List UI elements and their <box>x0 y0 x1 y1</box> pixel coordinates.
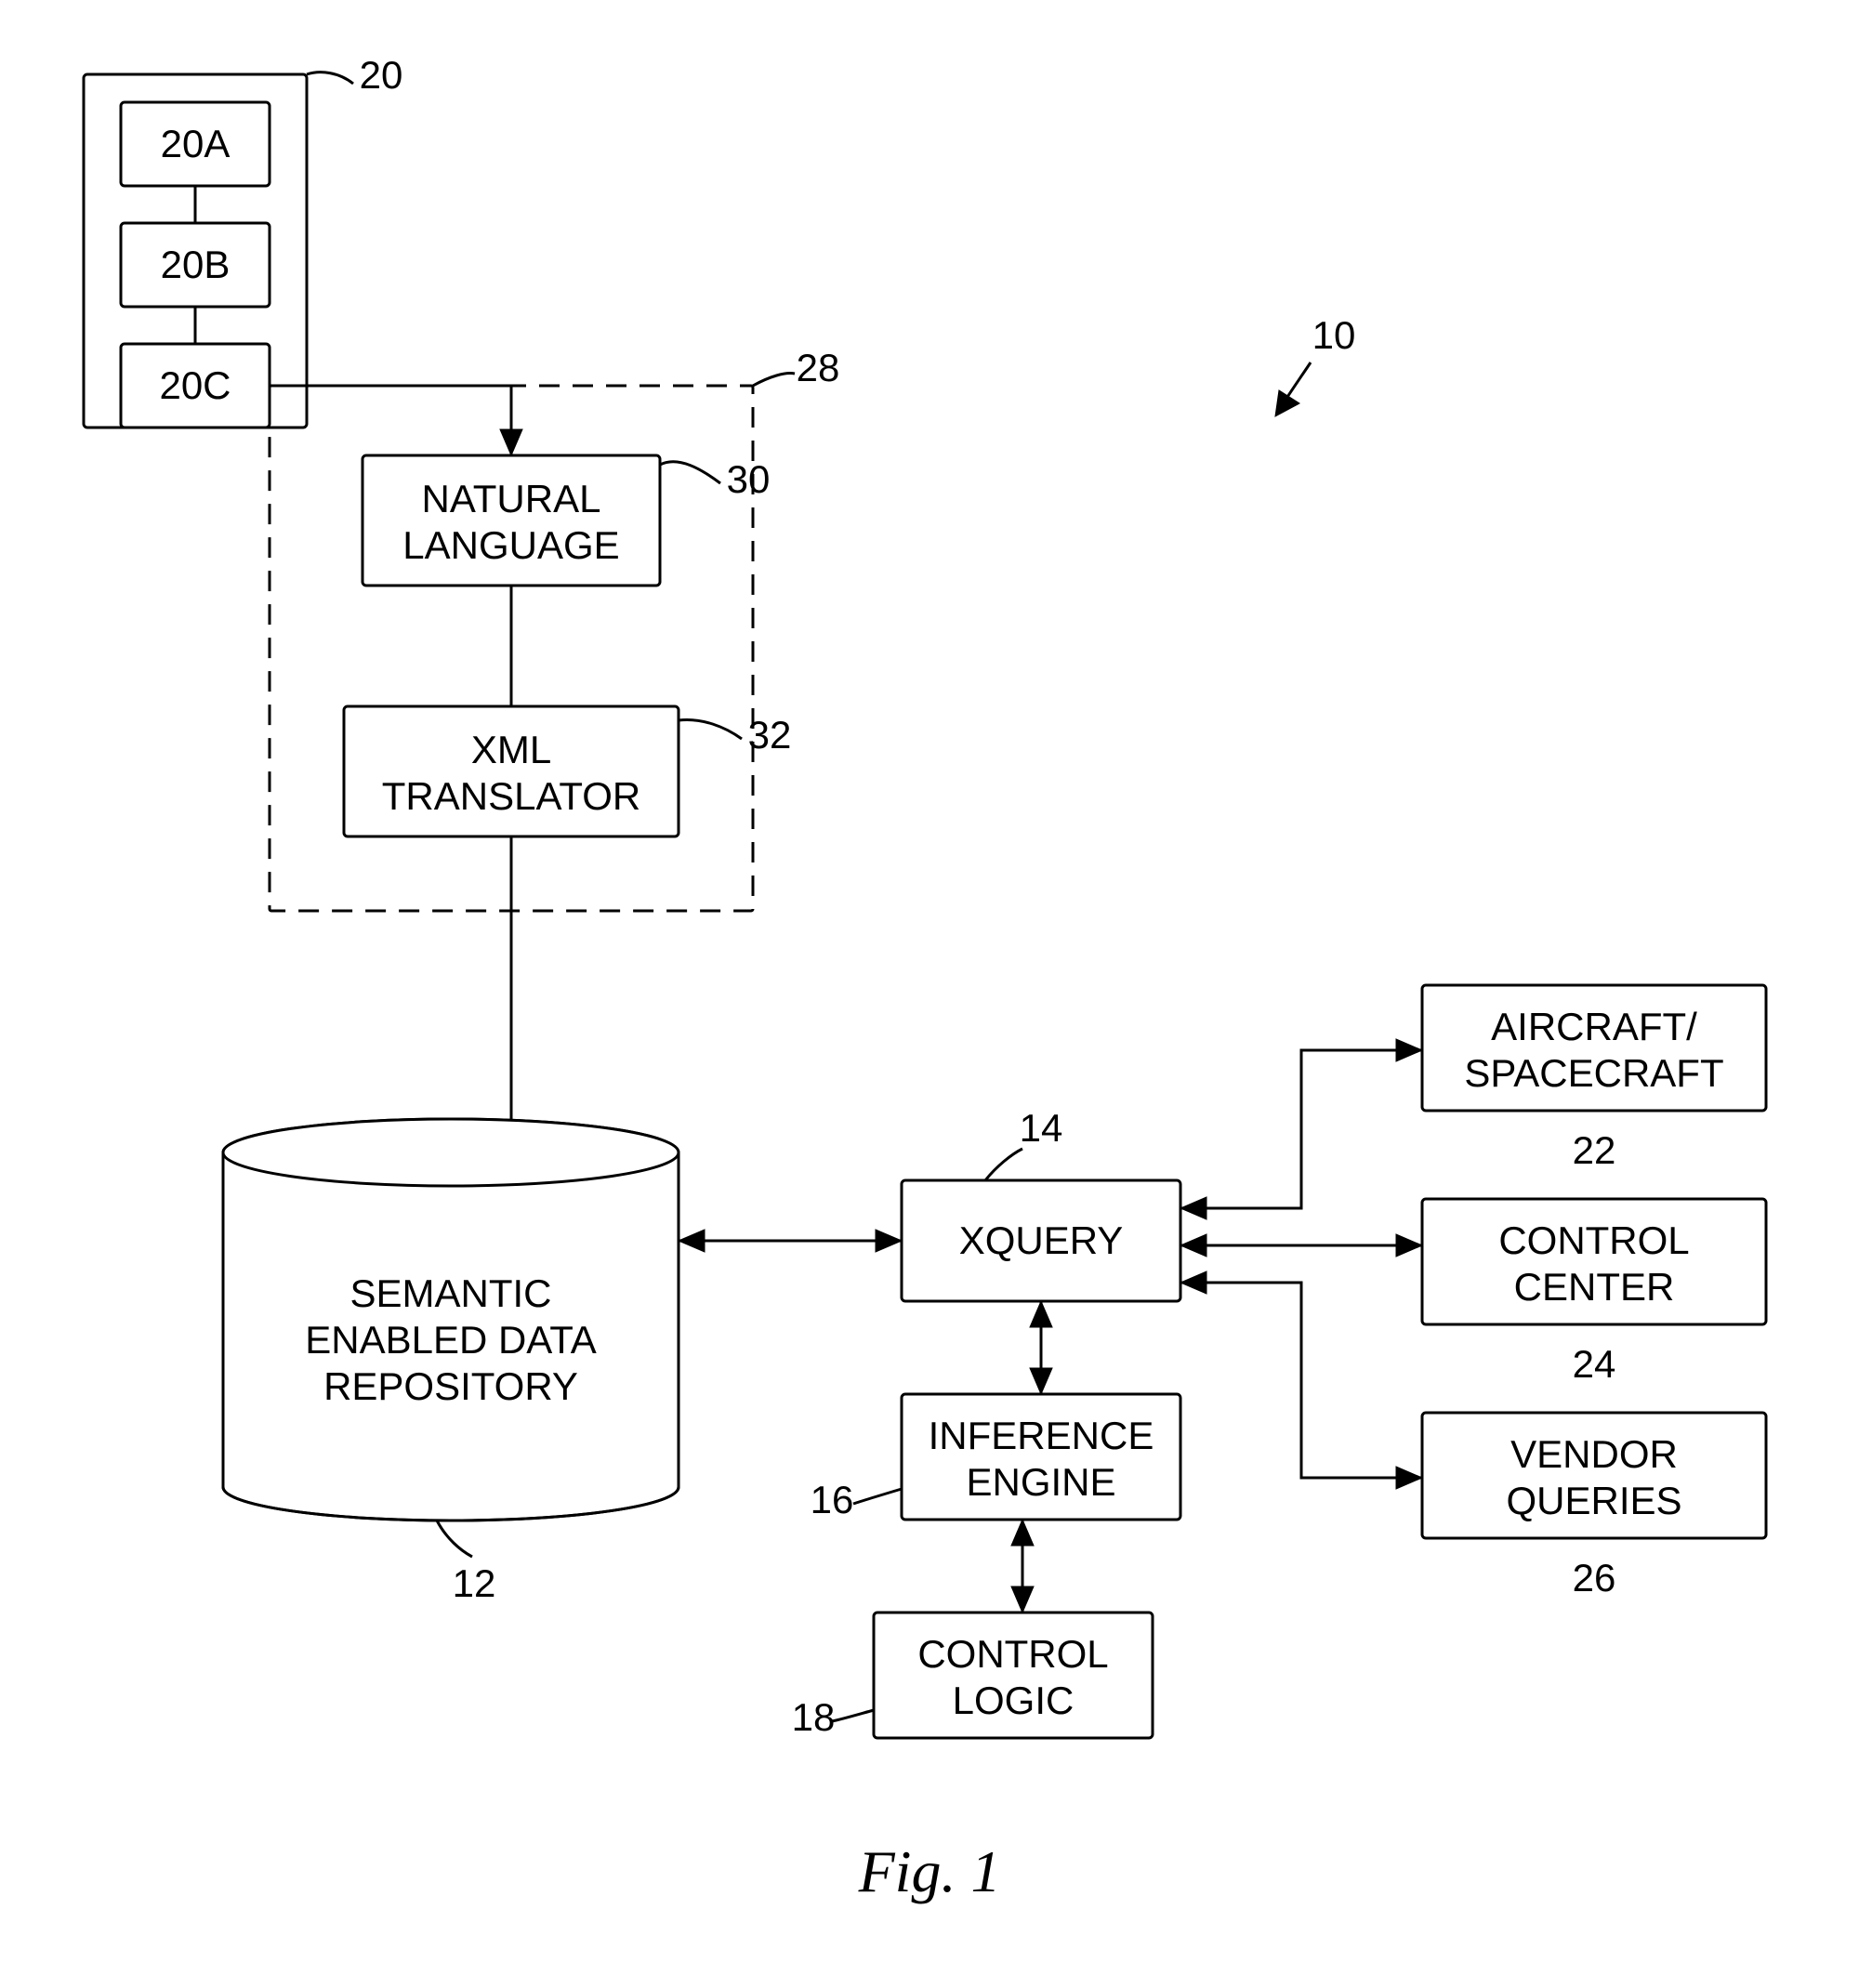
refnum-14: 14 <box>1020 1106 1063 1150</box>
leader-28 <box>753 374 795 386</box>
arrow-10 <box>1275 390 1299 416</box>
refnum-10: 10 <box>1312 313 1356 357</box>
label-db-line2: ENABLED DATA <box>305 1318 597 1362</box>
refnum-24: 24 <box>1573 1342 1616 1386</box>
refnum-16: 16 <box>811 1478 854 1521</box>
diagram-svg: 20A 20B 20C 20 28 NATURAL LANGUAGE 30 XM… <box>0 0 1859 1988</box>
label-22-line2: SPACECRAFT <box>1464 1051 1723 1095</box>
label-db-line3: REPOSITORY <box>323 1364 578 1408</box>
leader-14 <box>985 1149 1022 1180</box>
leader-18 <box>832 1710 874 1721</box>
leader-16 <box>853 1489 902 1504</box>
figure-caption: Fig. 1 <box>858 1838 1001 1904</box>
leader-32 <box>679 719 742 739</box>
refnum-32: 32 <box>748 713 792 757</box>
refnum-30: 30 <box>727 457 771 501</box>
label-db-line1: SEMANTIC <box>349 1271 551 1315</box>
label-30-line2: LANGUAGE <box>402 523 619 567</box>
label-18-line1: CONTROL <box>917 1632 1108 1676</box>
refnum-22: 22 <box>1573 1128 1616 1172</box>
refnum-20: 20 <box>360 53 403 97</box>
label-18-line2: LOGIC <box>953 1679 1075 1722</box>
leader-30 <box>660 462 720 483</box>
refnum-18: 18 <box>792 1695 836 1739</box>
label-20b: 20B <box>161 243 231 286</box>
arrow-20c-30 <box>500 429 522 455</box>
label-22-line1: AIRCRAFT/ <box>1491 1005 1697 1048</box>
edge-14-22 <box>1180 1050 1422 1208</box>
label-16-line2: ENGINE <box>966 1460 1115 1504</box>
label-26-line1: VENDOR <box>1510 1432 1678 1476</box>
label-26-line2: QUERIES <box>1506 1479 1681 1522</box>
label-20c: 20C <box>159 363 231 407</box>
label-16-line1: INFERENCE <box>929 1414 1154 1457</box>
label-20a: 20A <box>161 122 231 165</box>
edge-14-26 <box>1180 1283 1422 1478</box>
refnum-12: 12 <box>453 1561 496 1605</box>
refnum-26: 26 <box>1573 1556 1616 1600</box>
label-24-line2: CENTER <box>1514 1265 1675 1309</box>
label-32-line1: XML <box>471 728 551 771</box>
leader-20 <box>307 72 353 84</box>
label-30-line1: NATURAL <box>422 477 601 520</box>
label-24-line1: CONTROL <box>1498 1218 1689 1262</box>
label-32-line2: TRANSLATOR <box>382 774 641 818</box>
leader-12 <box>437 1521 472 1557</box>
label-14: XQUERY <box>959 1218 1124 1262</box>
refnum-28: 28 <box>797 346 840 389</box>
